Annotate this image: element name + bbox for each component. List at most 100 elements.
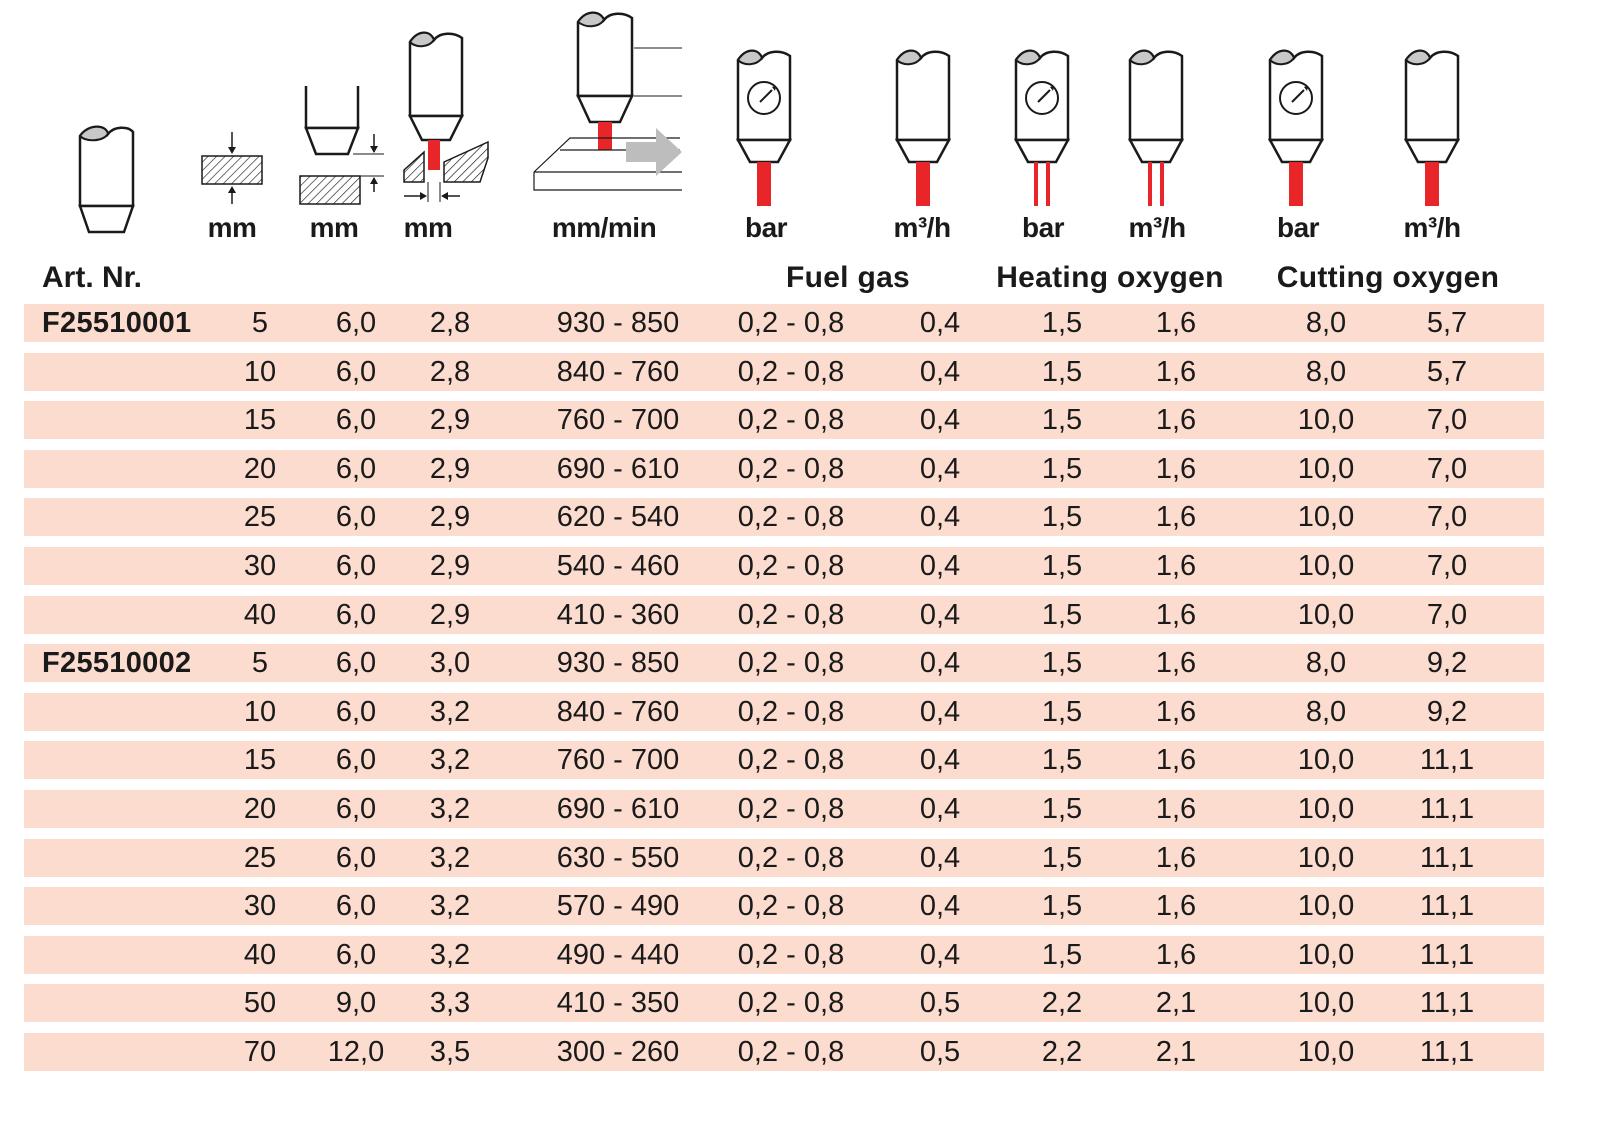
cell-fuel-pressure: 0,2 - 0,8 (737, 696, 845, 728)
cell-cutting-pressure: 10,0 (1297, 404, 1355, 436)
cell-kerf-width: 2,9 (429, 550, 471, 582)
cell-cutting-speed: 760 - 700 (556, 404, 680, 436)
cell-nozzle-distance: 6,0 (335, 501, 377, 533)
cell-nozzle-distance: 6,0 (335, 939, 377, 971)
cell-fuel-pressure: 0,2 - 0,8 (737, 356, 845, 388)
cell-heating-flow: 2,1 (1155, 1036, 1197, 1068)
cell-cutting-speed: 490 - 440 (556, 939, 680, 971)
cell-heating-pressure: 1,5 (1041, 647, 1083, 679)
cell-fuel-flow: 0,4 (919, 501, 961, 533)
cell-kerf-width: 3,2 (429, 939, 471, 971)
table-row: 30 6,0 3,2 570 - 490 0,2 - 0,8 0,4 1,5 1,6 10,0 1… (24, 887, 1544, 925)
cell-fuel-pressure: 0,2 - 0,8 (737, 1036, 845, 1068)
cell-plate-thickness: 5 (251, 647, 269, 679)
cell-plate-thickness: 70 (243, 1036, 277, 1068)
cell-nozzle-distance: 12,0 (327, 1036, 385, 1068)
table-row: 25 6,0 2,9 620 - 540 0,2 - 0,8 0,4 1,5 1,6 10,0 7… (24, 498, 1544, 536)
unit-fuel-pressure: bar (744, 212, 788, 243)
cell-fuel-pressure: 0,2 - 0,8 (737, 647, 845, 679)
cell-article-number: F25510002 (42, 647, 192, 679)
cell-cutting-flow: 5,7 (1426, 356, 1468, 388)
table-row: 10 6,0 2,8 840 - 760 0,2 - 0,8 0,4 1,5 1,6 8,0 5,… (24, 353, 1544, 391)
cell-cutting-speed: 540 - 460 (556, 550, 680, 582)
cell-cutting-pressure: 10,0 (1297, 842, 1355, 874)
cell-fuel-flow: 0,5 (919, 987, 961, 1019)
cell-cutting-speed: 840 - 760 (556, 356, 680, 388)
cell-heating-flow: 1,6 (1155, 890, 1197, 922)
cell-cutting-pressure: 10,0 (1297, 744, 1355, 776)
cell-heating-flow: 1,6 (1155, 404, 1197, 436)
cell-nozzle-distance: 6,0 (335, 696, 377, 728)
cell-kerf-width: 3,5 (429, 1036, 471, 1068)
unit-speed: mm/min (551, 212, 657, 243)
cell-kerf-width: 3,2 (429, 744, 471, 776)
group-fuel-gas: Fuel gas (785, 261, 911, 294)
cell-cutting-pressure: 10,0 (1297, 939, 1355, 971)
cell-plate-thickness: 20 (243, 453, 277, 485)
cell-cutting-speed: 930 - 850 (556, 307, 680, 339)
table-row: 20 6,0 2,9 690 - 610 0,2 - 0,8 0,4 1,5 1,6 10,0 7… (24, 450, 1544, 488)
cell-cutting-pressure: 10,0 (1297, 890, 1355, 922)
cell-plate-thickness: 20 (243, 793, 277, 825)
cutting-oxygen-flow-icon (1403, 49, 1461, 206)
cell-kerf-width: 3,2 (429, 842, 471, 874)
cell-cutting-flow: 7,0 (1426, 599, 1468, 631)
cell-kerf-width: 2,9 (429, 453, 471, 485)
group-heating-oxygen: Heating oxygen (996, 261, 1224, 294)
cell-heating-pressure: 1,5 (1041, 599, 1083, 631)
unit-thickness: mm (207, 212, 257, 243)
cell-kerf-width: 2,9 (429, 501, 471, 533)
fuel-gas-pressure-icon (735, 49, 793, 206)
table-row: 50 9,0 3,3 410 - 350 0,2 - 0,8 0,5 2,2 2,1 10,0 1… (24, 984, 1544, 1022)
cell-fuel-flow: 0,4 (919, 744, 961, 776)
cell-cutting-speed: 630 - 550 (556, 842, 680, 874)
cell-article-number: F25510001 (42, 307, 192, 339)
table-row: 30 6,0 2,9 540 - 460 0,2 - 0,8 0,4 1,5 1,6 10,0 7… (24, 547, 1544, 585)
cell-plate-thickness: 15 (243, 404, 277, 436)
cell-fuel-flow: 0,4 (919, 890, 961, 922)
cell-cutting-flow: 7,0 (1426, 404, 1468, 436)
cell-fuel-flow: 0,4 (919, 550, 961, 582)
cell-nozzle-distance: 9,0 (335, 987, 377, 1019)
heating-oxygen-pressure-icon (1013, 49, 1071, 206)
table-row: 70 12,0 3,5 300 - 260 0,2 - 0,8 0,5 2,2 2,1 10,0… (24, 1033, 1544, 1071)
cell-plate-thickness: 10 (243, 356, 277, 388)
cell-fuel-pressure: 0,2 - 0,8 (737, 939, 845, 971)
kerf-width-icon (403, 31, 489, 202)
nozzle-icon (78, 125, 135, 234)
cell-kerf-width: 3,2 (429, 793, 471, 825)
cell-cutting-pressure: 10,0 (1297, 1036, 1355, 1068)
cell-heating-pressure: 1,5 (1041, 842, 1083, 874)
cutting-oxygen-pressure-icon (1267, 49, 1325, 206)
cell-cutting-pressure: 10,0 (1297, 550, 1355, 582)
cell-fuel-pressure: 0,2 - 0,8 (737, 987, 845, 1019)
cell-cutting-pressure: 10,0 (1297, 453, 1355, 485)
cell-fuel-flow: 0,5 (919, 1036, 961, 1068)
unit-kerf: mm (403, 212, 453, 243)
cell-kerf-width: 2,9 (429, 599, 471, 631)
cell-heating-pressure: 1,5 (1041, 890, 1083, 922)
cell-cutting-flow: 11,1 (1419, 939, 1475, 971)
cell-cutting-speed: 760 - 700 (556, 744, 680, 776)
table-row: 20 6,0 3,2 690 - 610 0,2 - 0,8 0,4 1,5 1,6 10,0 1… (24, 790, 1544, 828)
cell-fuel-pressure: 0,2 - 0,8 (737, 453, 845, 485)
cell-plate-thickness: 40 (243, 939, 277, 971)
cell-heating-flow: 1,6 (1155, 939, 1197, 971)
cell-cutting-pressure: 8,0 (1305, 356, 1347, 388)
cell-heating-pressure: 1,5 (1041, 550, 1083, 582)
cell-cutting-flow: 11,1 (1419, 1036, 1475, 1068)
table-row: 15 6,0 3,2 760 - 700 0,2 - 0,8 0,4 1,5 1,6 10,0 1… (24, 741, 1544, 779)
cell-nozzle-distance: 6,0 (335, 404, 377, 436)
art-nr-label: Art. Nr. (42, 261, 143, 294)
cell-fuel-pressure: 0,2 - 0,8 (737, 793, 845, 825)
cell-cutting-flow: 11,1 (1419, 744, 1475, 776)
cell-kerf-width: 2,8 (429, 356, 471, 388)
cell-cutting-speed: 570 - 490 (556, 890, 680, 922)
cell-nozzle-distance: 6,0 (335, 890, 377, 922)
cell-fuel-pressure: 0,2 - 0,8 (737, 890, 845, 922)
cell-cutting-speed: 690 - 610 (556, 793, 680, 825)
cell-fuel-flow: 0,4 (919, 404, 961, 436)
cell-heating-pressure: 1,5 (1041, 744, 1083, 776)
cell-plate-thickness: 25 (243, 842, 277, 874)
cell-nozzle-distance: 6,0 (335, 793, 377, 825)
